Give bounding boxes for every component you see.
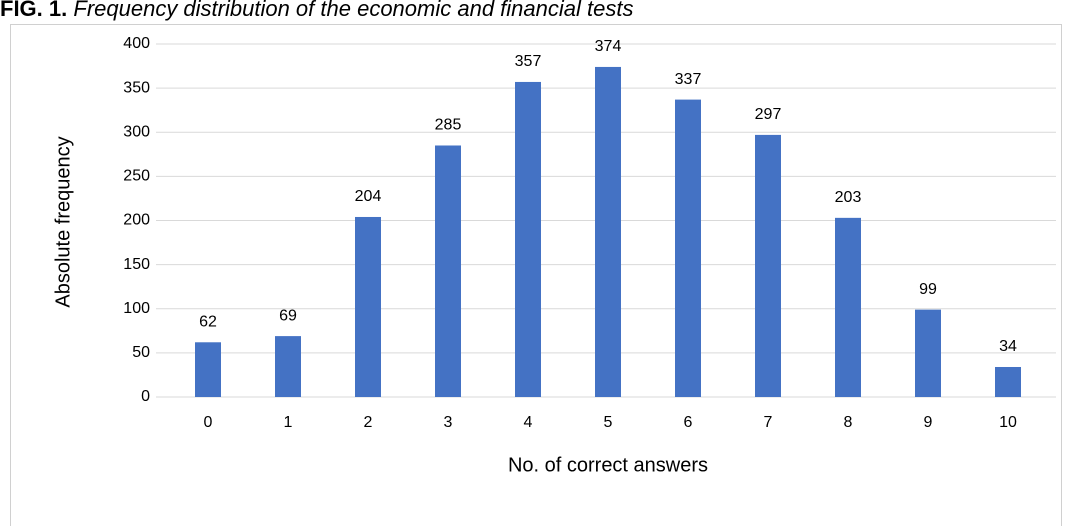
- bar: [435, 145, 461, 397]
- y-tick-label: 400: [123, 35, 150, 52]
- bar: [915, 309, 941, 397]
- bar: [675, 99, 701, 397]
- x-tick-label: 6: [684, 414, 693, 431]
- y-tick-label: 300: [123, 123, 150, 140]
- x-tick-label: 8: [844, 414, 853, 431]
- x-tick-label: 3: [444, 414, 453, 431]
- y-tick-label: 150: [123, 256, 150, 273]
- data-label: 62: [199, 314, 217, 331]
- x-tick-label: 0: [204, 414, 213, 431]
- x-tick-label: 1: [284, 414, 293, 431]
- chart-title: Frequency distribution of the economic a…: [73, 0, 633, 21]
- y-axis-title: Absolute frequency: [52, 136, 74, 307]
- y-tick-label: 0: [141, 388, 150, 405]
- data-label: 374: [595, 38, 622, 55]
- data-label: 285: [435, 117, 462, 134]
- data-label: 337: [675, 71, 702, 88]
- x-tick-label: 10: [999, 414, 1017, 431]
- figure-label: FIG. 1.: [0, 0, 67, 21]
- data-label: 297: [755, 106, 782, 123]
- data-label: 203: [835, 189, 862, 206]
- x-tick-label: 2: [364, 414, 373, 431]
- x-axis-title: No. of correct answers: [508, 454, 708, 476]
- y-tick-label: 200: [123, 212, 150, 229]
- x-tick-label: 9: [924, 414, 933, 431]
- y-tick-label: 250: [123, 168, 150, 185]
- bar: [755, 134, 781, 397]
- bar: [515, 81, 541, 397]
- bar: [195, 342, 221, 397]
- x-tick-label: 5: [604, 414, 613, 431]
- data-label: 204: [355, 188, 382, 205]
- y-tick-label: 50: [132, 344, 150, 361]
- data-label: 99: [919, 281, 937, 298]
- x-tick-label: 7: [764, 414, 773, 431]
- bar: [275, 336, 301, 397]
- bar: [355, 216, 381, 397]
- figure-caption: FIG. 1. Frequency distribution of the ec…: [0, 0, 633, 21]
- y-tick-label: 350: [123, 79, 150, 96]
- y-tick-label: 100: [123, 300, 150, 317]
- bar: [995, 366, 1021, 397]
- data-label: 69: [279, 307, 297, 324]
- bar: [595, 66, 621, 397]
- x-tick-label: 4: [524, 414, 533, 431]
- bar: [835, 217, 861, 397]
- data-label: 357: [515, 53, 542, 70]
- data-label: 34: [999, 338, 1017, 355]
